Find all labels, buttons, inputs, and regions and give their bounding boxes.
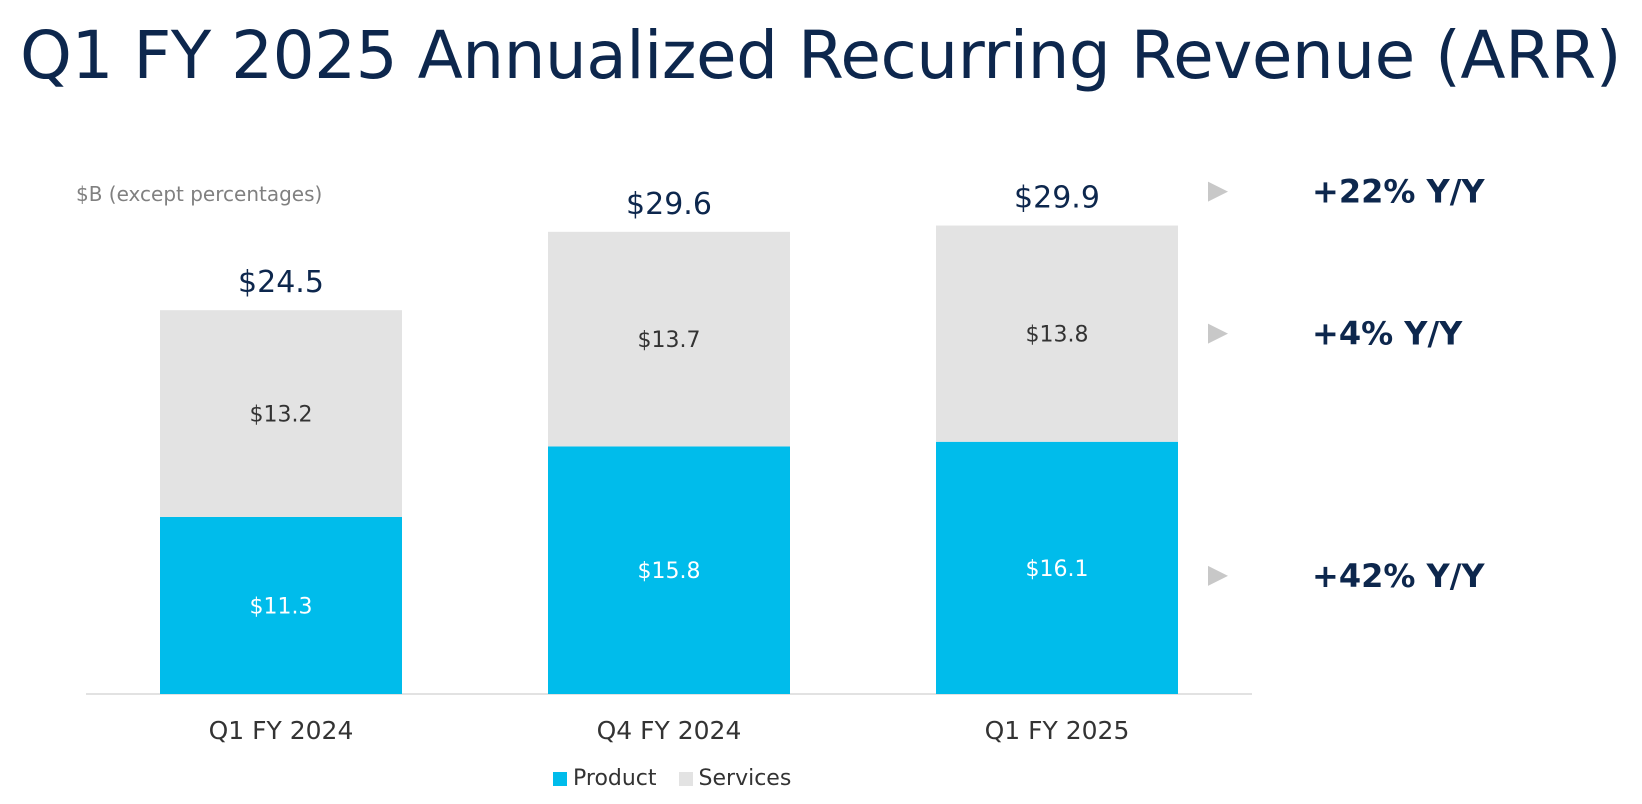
legend-swatch-services [678,771,693,786]
bar-services-q4-fy-2024 [548,231,790,447]
unit-note: $B (except percentages) [76,182,323,206]
x-tick-label-q4-fy-2024: Q4 FY 2024 [597,716,742,745]
stacked-bar-chart: $11.3 $13.2 $24.5 Q1 FY 2024 $15.8 $13.7 $29.6… [86,173,1485,745]
legend-label-product: Product [573,766,657,791]
data-label-services-q1-fy-2025: $13.8 [1026,323,1089,348]
bar-product-q1-fy-2024 [160,516,402,694]
data-label-product-q1-fy-2025: $16.1 [1026,557,1089,582]
data-label-services-q1-fy-2024: $13.2 [250,403,313,428]
total-label-q4-fy-2024: $29.6 [626,187,712,222]
bar-product-q1-fy-2025 [936,441,1178,694]
legend-item-product: Product [553,766,657,791]
page-title: Q1 FY 2025 Annualized Recurring Revenue … [20,17,1622,94]
x-tick-label-q1-fy-2025: Q1 FY 2025 [985,716,1130,745]
bar-services-q1-fy-2025 [936,225,1178,442]
total-label-q1-fy-2025: $29.9 [1014,181,1100,216]
data-label-product-q4-fy-2024: $15.8 [638,559,701,584]
growth-arrow-product [1208,565,1228,586]
total-label-q1-fy-2024: $24.5 [238,265,324,300]
growth-arrow-total [1208,181,1228,202]
bar-product-q4-fy-2024 [548,446,790,694]
data-label-product-q1-fy-2024: $11.3 [250,594,313,619]
x-tick-label-q1-fy-2024: Q1 FY 2024 [209,716,354,745]
growth-arrow-services [1208,323,1228,344]
growth-label-total: +22% Y/Y [1312,173,1485,211]
growth-label-product: +42% Y/Y [1312,557,1485,595]
bar-services-q1-fy-2024 [160,310,402,517]
legend-label-services: Services [698,766,792,791]
legend-swatch-product [553,771,567,786]
legend-item-services: Services [678,766,792,791]
growth-label-services: +4% Y/Y [1312,315,1463,353]
data-label-services-q4-fy-2024: $13.7 [638,328,701,353]
chart-legend: Product Services [553,766,813,791]
